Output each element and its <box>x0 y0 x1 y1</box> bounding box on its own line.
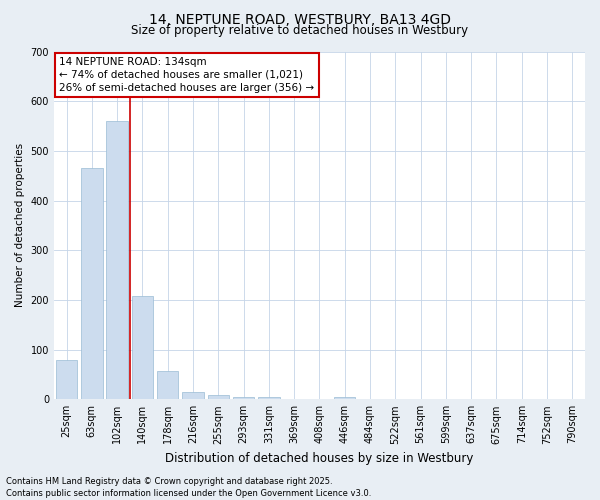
Bar <box>258 397 280 400</box>
Bar <box>182 392 204 400</box>
Text: Size of property relative to detached houses in Westbury: Size of property relative to detached ho… <box>131 24 469 37</box>
Bar <box>157 371 178 400</box>
Text: Contains HM Land Registry data © Crown copyright and database right 2025.
Contai: Contains HM Land Registry data © Crown c… <box>6 476 371 498</box>
Y-axis label: Number of detached properties: Number of detached properties <box>15 144 25 308</box>
Bar <box>56 360 77 400</box>
X-axis label: Distribution of detached houses by size in Westbury: Distribution of detached houses by size … <box>165 452 473 465</box>
Text: 14 NEPTUNE ROAD: 134sqm
← 74% of detached houses are smaller (1,021)
26% of semi: 14 NEPTUNE ROAD: 134sqm ← 74% of detache… <box>59 56 314 93</box>
Bar <box>233 397 254 400</box>
Bar <box>131 296 153 400</box>
Bar <box>208 396 229 400</box>
Bar <box>106 121 128 400</box>
Bar <box>334 397 355 400</box>
Bar <box>81 168 103 400</box>
Text: 14, NEPTUNE ROAD, WESTBURY, BA13 4GD: 14, NEPTUNE ROAD, WESTBURY, BA13 4GD <box>149 12 451 26</box>
